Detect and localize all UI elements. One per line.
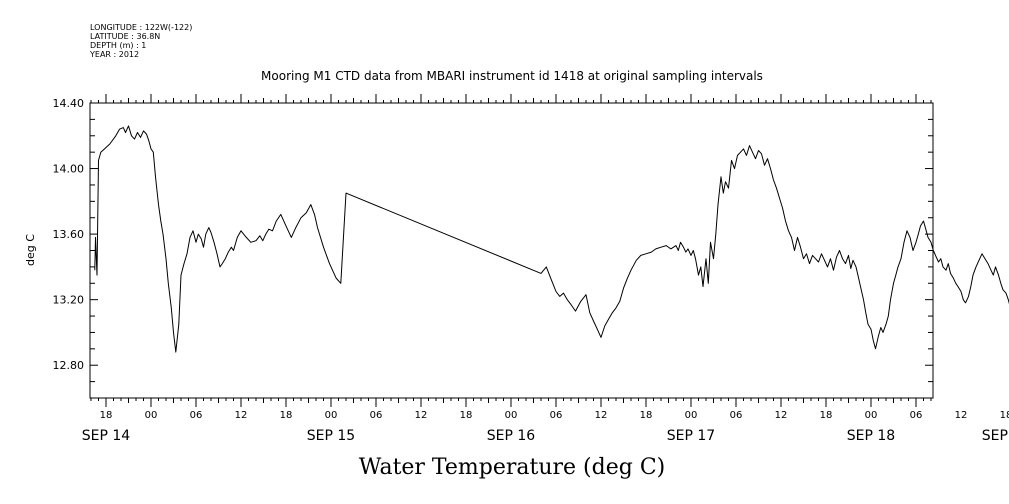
chart-title: Mooring M1 CTD data from MBARI instrumen… [261, 69, 763, 83]
water-temperature-line [94, 125, 1009, 353]
x-hour-label: 06 [190, 410, 203, 421]
y-tick-label: 13.60 [53, 228, 85, 241]
x-hour-label: 00 [865, 410, 878, 421]
x-day-label: SEP 19 [982, 428, 1009, 444]
x-hour-label: 18 [640, 410, 653, 421]
x-hour-label: 12 [415, 410, 428, 421]
x-day-label: SEP 17 [667, 428, 715, 444]
x-hour-label: 06 [910, 410, 923, 421]
x-hour-label: 06 [370, 410, 383, 421]
y-axis-label: deg C [24, 234, 37, 266]
x-hour-label: 12 [235, 410, 248, 421]
longitude-label: LONGITUDE : 122W(-122) [90, 23, 192, 32]
y-tick-label: 12.80 [53, 359, 85, 372]
x-day-label: SEP 14 [82, 428, 131, 444]
x-day-label: SEP 18 [847, 428, 895, 444]
axis-ticks [90, 94, 933, 407]
x-hour-label: 18 [100, 410, 113, 421]
x-hour-label: 00 [505, 410, 518, 421]
latitude-label: LATITUDE : 36.8N [90, 32, 160, 41]
x-day-label: SEP 15 [307, 428, 355, 444]
x-hour-label: 00 [685, 410, 698, 421]
x-tick-labels: 18 00 06 12 18 00 06 12 18 00 06 12 18 00 06 12 18 00 06 12… [82, 410, 1009, 444]
x-hour-label: 00 [145, 410, 158, 421]
x-hour-label: 18 [1000, 410, 1009, 421]
x-hour-label: 06 [730, 410, 743, 421]
x-hour-label: 18 [820, 410, 833, 421]
x-hour-label: 06 [550, 410, 563, 421]
x-hour-label: 12 [595, 410, 608, 421]
y-tick-label: 13.20 [53, 294, 85, 307]
x-day-label: SEP 16 [487, 428, 536, 444]
year-label: YEAR : 2012 [89, 50, 139, 59]
x-hour-label: 12 [955, 410, 968, 421]
x-hour-label: 18 [460, 410, 473, 421]
y-tick-label: 14.40 [53, 97, 85, 110]
x-axis-label: Water Temperature (deg C) [359, 455, 666, 480]
x-hour-label: 18 [280, 410, 293, 421]
y-tick-label: 14.00 [53, 163, 85, 176]
y-tick-labels: 12.80 13.20 13.60 14.00 14.40 [53, 97, 85, 372]
depth-label: DEPTH (m) : 1 [90, 41, 146, 50]
x-hour-label: 12 [775, 410, 788, 421]
x-hour-label: 00 [325, 410, 338, 421]
